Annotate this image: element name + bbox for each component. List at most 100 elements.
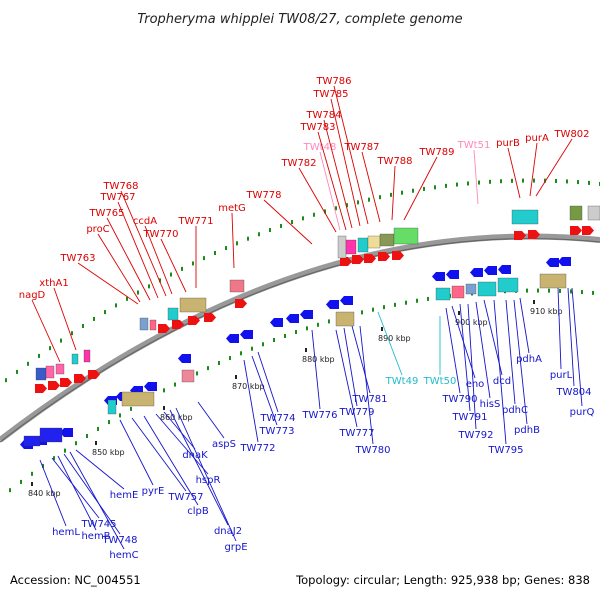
gene-block [107, 399, 117, 415]
gene-label-aspS: aspS [212, 439, 236, 450]
gene-label-hemL: hemL [52, 527, 80, 538]
tick-mark [570, 289, 572, 294]
gene-label-purA: purA [525, 133, 549, 144]
leader-line [77, 262, 139, 305]
gene-label-nagD: nagD [19, 290, 46, 301]
reverse-gene-arrow [270, 318, 283, 327]
gene-label-dnaK: dnaK [182, 450, 208, 461]
leader-line [493, 299, 507, 445]
leader-line [257, 351, 279, 413]
leader-line [445, 307, 461, 394]
scale-tick [235, 375, 237, 379]
gene-label-TW792: TW792 [457, 430, 493, 441]
gene-label-TW781: TW781 [351, 394, 387, 405]
gene-label-TW779: TW779 [338, 407, 374, 418]
leader-line [319, 151, 341, 231]
gene-label-TWt48: TWt48 [303, 142, 337, 153]
gene-label-TW782: TW782 [280, 158, 316, 169]
leader-line [343, 327, 358, 407]
forward-gene-arrow [48, 381, 60, 390]
reverse-gene-arrow [432, 272, 445, 281]
tick-mark [225, 246, 227, 251]
reverse-gene-arrow [144, 382, 157, 391]
tick-mark [53, 456, 55, 461]
forward-gene-arrow [392, 251, 404, 260]
reverse-gene-arrow [300, 310, 313, 319]
gene-block [149, 319, 157, 331]
tick-mark [137, 290, 139, 295]
gene-label-TWt50: TWt50 [423, 376, 457, 387]
gene-label-hemB: hemB [81, 531, 110, 542]
scale-label: 890 kbp [378, 334, 411, 343]
tick-mark [445, 183, 447, 188]
gene-label-pdhB: pdhB [514, 425, 540, 436]
gene-block [83, 349, 91, 363]
leader-line [144, 225, 173, 295]
leader-line [119, 419, 154, 486]
leader-line [51, 457, 100, 519]
forward-gene-arrow [340, 257, 352, 266]
tick-mark [93, 316, 95, 321]
gene-label-TW757: TW757 [167, 492, 203, 503]
scale-tick [458, 311, 460, 315]
gene-block [39, 427, 63, 443]
gene-label-TW767: TW767 [99, 192, 135, 203]
leader-line [475, 301, 491, 399]
leader-line [505, 299, 516, 405]
leader-line [311, 329, 321, 410]
gene-label-hspR: hspR [196, 475, 221, 486]
gene-label-dcd: dcd [493, 376, 511, 387]
tick-mark [273, 338, 275, 343]
gene-label-TW787: TW787 [343, 142, 379, 153]
gene-label-TW776: TW776 [301, 410, 337, 421]
tick-mark [537, 288, 539, 293]
tick-mark [181, 266, 183, 271]
tick-mark [500, 179, 502, 184]
gene-label-TW791: TW791 [451, 412, 487, 423]
gene-block [345, 239, 357, 255]
leader-line [529, 142, 538, 197]
tick-mark [71, 331, 73, 336]
gene-block [569, 205, 583, 221]
scale-label: 840 kbp [28, 489, 61, 498]
tick-mark [31, 471, 33, 476]
leader-line [513, 299, 528, 425]
tick-mark [97, 426, 99, 431]
forward-gene-arrow [188, 316, 200, 325]
gene-block [179, 297, 207, 313]
forward-gene-arrow [352, 255, 364, 264]
tick-mark [75, 441, 77, 446]
tick-mark [49, 346, 51, 351]
tick-mark [236, 241, 238, 246]
tick-mark [423, 186, 425, 191]
leader-line [31, 299, 61, 363]
forward-gene-arrow [514, 231, 526, 240]
leader-line [117, 201, 159, 299]
leader-line [567, 287, 575, 387]
forward-gene-arrow [528, 230, 540, 239]
leader-line [535, 138, 573, 197]
tick-mark [104, 310, 106, 315]
gene-block [181, 369, 195, 383]
tick-mark [394, 302, 396, 307]
tick-mark [588, 180, 590, 185]
gene-block [451, 285, 465, 299]
reverse-gene-arrow [340, 296, 353, 305]
forward-gene-arrow [378, 252, 390, 261]
reverse-gene-arrow [446, 270, 459, 279]
tick-mark [416, 298, 418, 303]
gene-label-eno: eno [466, 379, 485, 390]
leader-line [97, 233, 141, 303]
reverse-gene-arrow [178, 354, 191, 363]
gene-block [139, 317, 149, 331]
gene-label-TWt49: TWt49 [385, 376, 419, 387]
gene-block [477, 281, 497, 297]
leader-line [57, 455, 97, 531]
leader-line [335, 329, 358, 428]
scale-label: 860 kbp [160, 413, 193, 422]
gene-label-ccdA: ccdA [133, 216, 157, 227]
leader-line [403, 156, 438, 221]
leader-line [163, 411, 196, 450]
